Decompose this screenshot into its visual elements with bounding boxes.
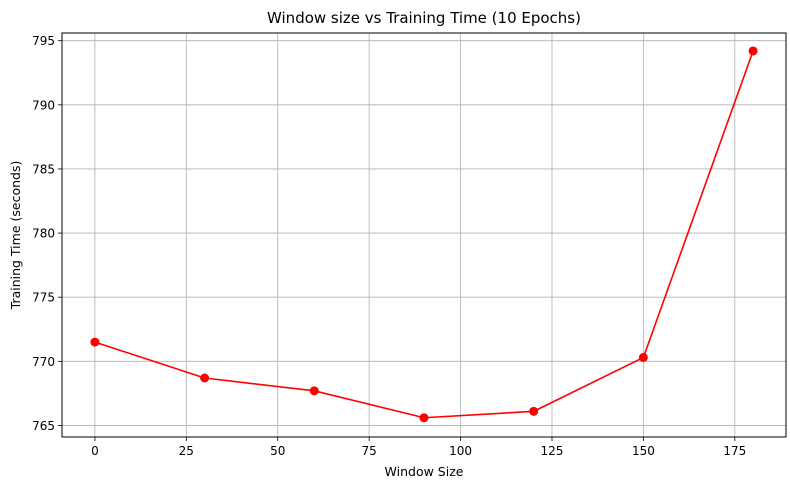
x-tick-label: 150 bbox=[632, 444, 655, 458]
data-point bbox=[529, 406, 539, 416]
x-tick-label: 0 bbox=[91, 444, 99, 458]
data-point bbox=[309, 386, 319, 396]
chart-title: Window size vs Training Time (10 Epochs) bbox=[267, 9, 581, 27]
x-tick-label: 75 bbox=[362, 444, 377, 458]
data-point bbox=[748, 46, 758, 56]
grid bbox=[62, 33, 786, 437]
x-tick-label: 125 bbox=[541, 444, 564, 458]
series-line bbox=[94, 50, 754, 419]
data-point bbox=[638, 352, 648, 362]
x-axis-label: Window Size bbox=[385, 464, 464, 479]
series-layer bbox=[90, 46, 758, 423]
x-tick-label: 100 bbox=[449, 444, 472, 458]
data-point bbox=[200, 373, 210, 383]
plot-frame bbox=[61, 32, 787, 438]
y-tick-label: 790 bbox=[32, 98, 55, 112]
y-tick-label: 770 bbox=[32, 355, 55, 369]
y-tick-label: 780 bbox=[32, 227, 55, 241]
x-tick-label: 50 bbox=[270, 444, 285, 458]
y-tick-label: 795 bbox=[32, 34, 55, 48]
y-tick-label: 765 bbox=[32, 419, 55, 433]
data-point bbox=[419, 413, 429, 423]
y-axis-ticks: 765 770 775 780 785 790 795 bbox=[32, 34, 62, 433]
y-tick-label: 785 bbox=[32, 162, 55, 176]
data-point bbox=[90, 337, 100, 347]
y-tick-label: 775 bbox=[32, 291, 55, 305]
x-axis-ticks: 0 25 50 75 100 125 150 175 bbox=[91, 437, 746, 458]
x-tick-label: 25 bbox=[179, 444, 194, 458]
y-axis-label: Training Time (seconds) bbox=[8, 161, 23, 311]
x-tick-label: 175 bbox=[723, 444, 746, 458]
